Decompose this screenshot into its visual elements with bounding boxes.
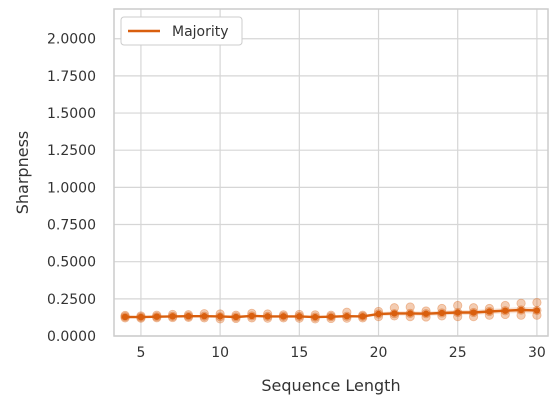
series-marker — [137, 313, 145, 321]
series-marker — [201, 313, 208, 320]
series-marker — [327, 313, 335, 320]
series-marker — [153, 313, 160, 320]
legend-label-majority: Majority — [172, 24, 229, 40]
x-tick-label: 5 — [136, 345, 145, 361]
y-gridlines — [114, 38, 548, 337]
series-marker — [391, 310, 398, 317]
y-tick-label: 0.7500 — [47, 218, 96, 234]
series-marker — [502, 307, 509, 314]
y-tick-label: 1.2500 — [47, 143, 96, 159]
series-marker — [264, 313, 271, 320]
series-marker — [470, 309, 477, 316]
series-marker — [406, 310, 414, 317]
y-tick-labels: 0.0000 0.2500 0.5000 0.7500 1.0000 1.2500 1.50… — [47, 32, 96, 345]
x-tick-label: 15 — [290, 345, 308, 361]
data-point — [516, 298, 526, 308]
plot-frame — [113, 8, 549, 337]
series-marker — [533, 307, 541, 314]
series-marker — [375, 310, 382, 318]
series-marker — [422, 310, 430, 317]
y-axis-label: Sharpness — [13, 131, 32, 215]
series-marker — [438, 309, 446, 317]
series-marker — [248, 312, 256, 320]
x-axis-label: Sequence Length — [261, 376, 400, 395]
series-marker — [517, 306, 525, 314]
y-tick-label: 2.0000 — [47, 32, 96, 48]
series-marker — [280, 313, 287, 320]
y-tick-label: 1.0000 — [47, 180, 96, 196]
data-point — [453, 300, 463, 311]
series-marker — [185, 313, 192, 320]
series-marker — [216, 313, 224, 320]
x-tick-label: 10 — [211, 345, 229, 361]
data-point — [532, 297, 542, 308]
x-tick-label: 20 — [370, 345, 388, 361]
x-gridlines — [140, 9, 538, 336]
series-marker — [296, 313, 303, 320]
series-marker — [486, 308, 493, 315]
series-marker — [311, 313, 319, 321]
series-marker — [232, 313, 240, 321]
series-marker — [343, 313, 351, 320]
y-tick-label: 0.2500 — [47, 292, 96, 308]
legend-box — [120, 16, 243, 46]
x-tick-labels: 5 10 15 20 25 30 — [136, 345, 545, 361]
y-tick-label: 0.0000 — [47, 329, 96, 345]
y-tick-label: 1.5000 — [47, 106, 96, 122]
confidence-band-majority — [125, 307, 537, 318]
legend: Majority — [120, 16, 243, 46]
series-marker — [121, 313, 129, 321]
series-marker — [169, 313, 176, 320]
y-tick-label: 1.7500 — [47, 69, 96, 85]
series-markers-majority — [121, 306, 541, 321]
y-tick-label: 0.5000 — [47, 255, 96, 271]
x-tick-label: 25 — [449, 345, 467, 361]
series-marker — [359, 313, 366, 320]
x-tick-label: 30 — [528, 345, 546, 361]
series-marker — [454, 309, 461, 316]
data-point — [405, 302, 415, 312]
